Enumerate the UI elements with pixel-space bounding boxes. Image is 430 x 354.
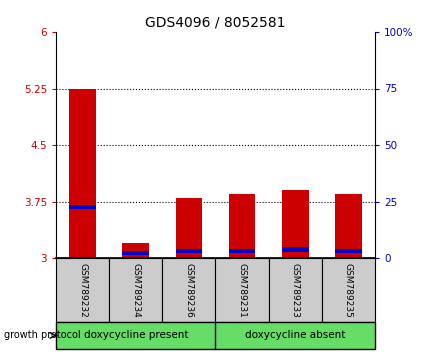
Bar [335,249,361,253]
Bar [175,198,202,258]
Text: GSM789236: GSM789236 [184,263,193,318]
Text: GSM789235: GSM789235 [343,263,352,318]
Bar [175,249,202,253]
Bar [69,205,96,209]
Text: GSM789233: GSM789233 [290,263,299,318]
Bar [335,194,361,258]
Bar [228,249,255,253]
Text: GSM789232: GSM789232 [78,263,87,318]
Text: doxycycline absent: doxycycline absent [245,330,344,341]
Bar [56,322,215,349]
Bar [162,258,215,322]
Bar [215,258,268,322]
Text: GSM789234: GSM789234 [131,263,140,318]
Bar [56,258,109,322]
Bar [228,194,255,258]
Bar [268,258,321,322]
Bar [215,322,374,349]
Text: growth protocol: growth protocol [4,330,81,341]
Bar [281,190,308,258]
Bar [321,258,374,322]
Bar [109,258,162,322]
Bar [122,243,149,258]
Bar [281,247,308,252]
Text: doxycycline present: doxycycline present [83,330,187,341]
Bar [122,251,149,255]
Title: GDS4096 / 8052581: GDS4096 / 8052581 [145,15,285,29]
Text: GSM789231: GSM789231 [237,263,246,318]
Bar [69,88,96,258]
